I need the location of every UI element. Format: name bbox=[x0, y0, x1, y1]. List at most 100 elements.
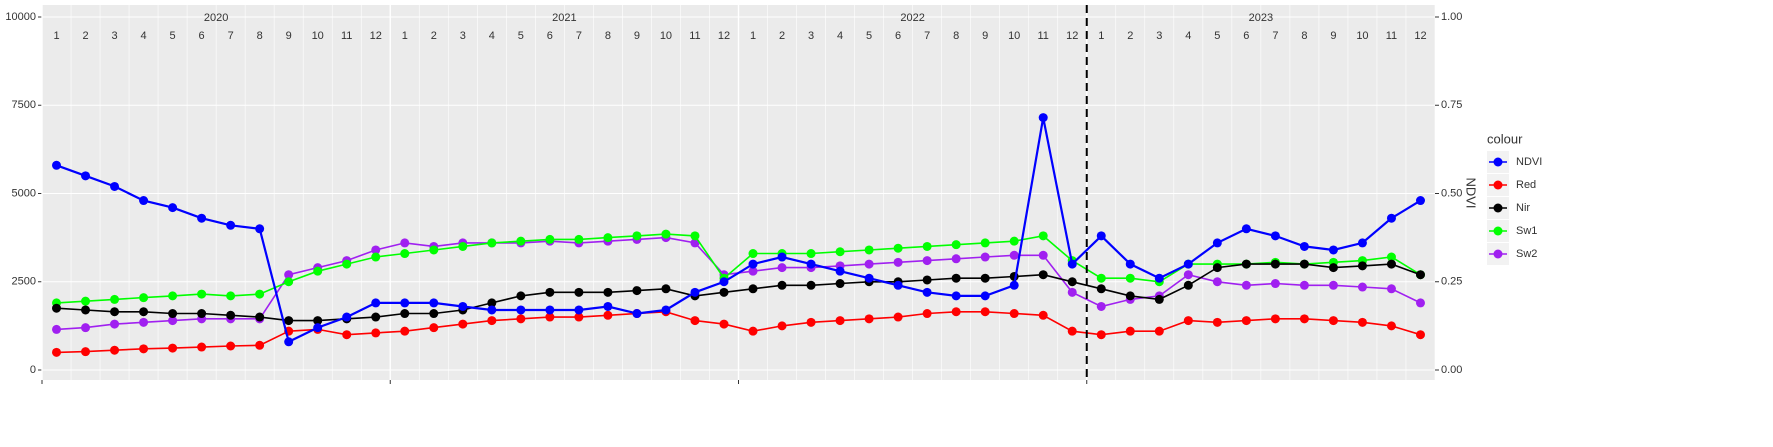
data-point bbox=[139, 196, 149, 206]
month-label: 4 bbox=[1185, 30, 1191, 42]
month-label: 3 bbox=[808, 30, 814, 42]
data-point bbox=[516, 236, 526, 246]
data-point bbox=[603, 301, 613, 311]
series-line bbox=[56, 117, 1422, 344]
data-point bbox=[864, 314, 874, 324]
data-point bbox=[284, 270, 294, 280]
data-point bbox=[168, 291, 178, 301]
data-point bbox=[574, 312, 584, 322]
data-point bbox=[255, 289, 265, 299]
data-point bbox=[1386, 284, 1396, 294]
data-point bbox=[1386, 321, 1396, 331]
data-point bbox=[951, 307, 961, 317]
data-point bbox=[139, 344, 149, 354]
data-point bbox=[52, 324, 62, 334]
month-label: 8 bbox=[953, 30, 959, 42]
data-point bbox=[690, 231, 700, 241]
y2-axis-title: NDVI bbox=[1464, 177, 1479, 208]
data-point bbox=[777, 321, 787, 331]
month-label: 3 bbox=[1156, 30, 1162, 42]
data-point bbox=[603, 233, 613, 243]
data-point bbox=[1299, 314, 1309, 324]
data-point bbox=[81, 305, 91, 315]
data-point bbox=[1212, 277, 1222, 287]
data-point bbox=[1415, 330, 1425, 340]
data-point bbox=[951, 273, 961, 283]
data-point bbox=[661, 229, 671, 239]
data-point bbox=[255, 312, 265, 322]
month-label: 12 bbox=[718, 30, 730, 42]
data-point bbox=[1038, 310, 1048, 320]
data-point bbox=[516, 314, 526, 324]
data-point bbox=[922, 241, 932, 251]
data-point bbox=[719, 319, 729, 329]
data-point bbox=[632, 309, 642, 319]
data-point bbox=[1096, 284, 1106, 294]
data-point bbox=[400, 309, 410, 319]
month-label: 10 bbox=[660, 30, 672, 42]
data-point bbox=[893, 243, 903, 253]
data-point bbox=[197, 309, 207, 319]
y-tick-label: 5000 bbox=[12, 187, 36, 199]
data-point bbox=[1328, 245, 1338, 255]
data-point bbox=[922, 287, 932, 297]
data-point bbox=[1212, 317, 1222, 327]
data-point bbox=[777, 252, 787, 262]
data-point bbox=[1154, 326, 1164, 336]
data-point bbox=[951, 291, 961, 301]
data-point bbox=[429, 298, 439, 308]
data-point bbox=[400, 326, 410, 336]
data-point bbox=[516, 291, 526, 301]
data-point bbox=[806, 249, 816, 259]
data-point bbox=[748, 284, 758, 294]
data-point bbox=[922, 256, 932, 266]
data-point bbox=[371, 252, 381, 262]
data-point bbox=[429, 245, 439, 255]
data-point bbox=[1328, 316, 1338, 326]
data-point bbox=[81, 347, 91, 357]
data-point bbox=[545, 305, 555, 315]
data-point bbox=[371, 298, 381, 308]
data-point bbox=[139, 317, 149, 327]
data-point bbox=[603, 287, 613, 297]
data-point bbox=[458, 319, 468, 329]
data-point bbox=[835, 266, 845, 276]
data-point bbox=[1096, 231, 1106, 241]
data-point bbox=[864, 259, 874, 269]
data-point bbox=[1096, 301, 1106, 311]
y2-tick-label: 0.25 bbox=[1441, 276, 1462, 288]
data-point bbox=[1009, 280, 1019, 290]
data-point bbox=[139, 307, 149, 317]
y2-tick-label: 1.00 bbox=[1441, 11, 1462, 23]
data-point bbox=[400, 249, 410, 259]
legend-title: colour bbox=[1487, 131, 1523, 146]
data-point bbox=[313, 323, 323, 333]
data-point bbox=[893, 312, 903, 322]
data-point bbox=[255, 340, 265, 350]
month-label: 1 bbox=[750, 30, 756, 42]
month-label: 8 bbox=[605, 30, 611, 42]
data-point bbox=[487, 316, 497, 326]
data-point bbox=[1125, 326, 1135, 336]
data-point bbox=[1299, 280, 1309, 290]
legend-key-point bbox=[1493, 203, 1503, 213]
month-label: 6 bbox=[547, 30, 553, 42]
y-tick-label: 0 bbox=[30, 364, 36, 376]
data-point bbox=[748, 326, 758, 336]
month-label: 7 bbox=[576, 30, 582, 42]
legend-key-point bbox=[1493, 249, 1503, 259]
month-label: 11 bbox=[1386, 30, 1397, 42]
data-point bbox=[1270, 259, 1280, 269]
data-point bbox=[777, 263, 787, 273]
data-point bbox=[806, 259, 816, 269]
data-point bbox=[458, 301, 468, 311]
data-point bbox=[806, 280, 816, 290]
month-label: 12 bbox=[1066, 30, 1078, 42]
series-line bbox=[56, 310, 1421, 354]
month-label: 4 bbox=[837, 30, 843, 42]
data-point bbox=[661, 305, 671, 315]
month-label: 1 bbox=[53, 30, 59, 42]
data-point bbox=[951, 240, 961, 250]
data-point bbox=[980, 238, 990, 248]
